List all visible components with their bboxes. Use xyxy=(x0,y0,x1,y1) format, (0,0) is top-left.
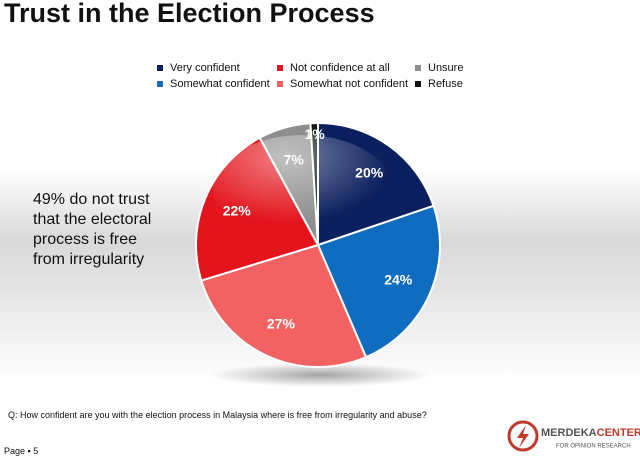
legend-label: Not confidence at all xyxy=(290,62,390,74)
question: Q: How confident are you with the electi… xyxy=(8,410,427,420)
legend-swatch xyxy=(415,81,421,87)
logo-subtext: FOR OPINION RESEARCH xyxy=(556,444,631,450)
data-label: 1% xyxy=(304,126,325,142)
pie-slice xyxy=(200,243,368,368)
data-label: 20% xyxy=(355,164,384,180)
logo-text: MERDEKACENTER xyxy=(541,427,640,439)
legend-swatch xyxy=(277,65,283,71)
data-label: 27% xyxy=(267,315,296,331)
page-number: Page ▪ 5 xyxy=(4,446,39,456)
legend-swatch xyxy=(277,81,283,87)
data-label: 24% xyxy=(384,272,413,288)
legend-swatch xyxy=(157,81,163,87)
chart-title: Trust in the Election Process xyxy=(4,0,375,28)
pie-shadow xyxy=(210,363,430,387)
annotation: 49% do not trust that the electoral proc… xyxy=(33,191,152,268)
legend-swatch xyxy=(415,65,421,71)
legend-label: Refuse xyxy=(428,78,463,90)
logo: MERDEKACENTER FOR OPINION RESEARCH xyxy=(507,420,640,452)
logo-bolt xyxy=(517,425,529,448)
legend-label: Somewhat not confident xyxy=(290,78,408,90)
legend-swatch xyxy=(157,65,163,71)
legend-label: Somewhat confident xyxy=(170,78,270,90)
legend-label: Unsure xyxy=(428,62,463,74)
data-label: 7% xyxy=(284,151,305,167)
logo-icon xyxy=(507,420,539,452)
data-label: 22% xyxy=(223,202,252,218)
legend-label: Very confident xyxy=(170,62,240,74)
